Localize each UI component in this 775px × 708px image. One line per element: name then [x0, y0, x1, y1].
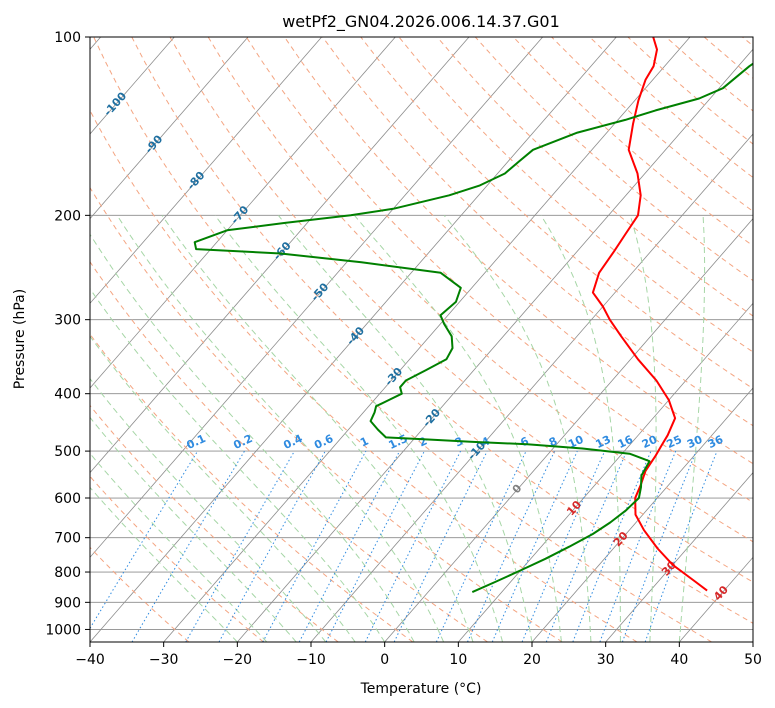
y-tick-label: 500	[54, 444, 81, 460]
moist-adiabat-line	[354, 214, 562, 642]
mixing-ratio-label: 20	[640, 433, 660, 451]
dry-adiabat-line	[90, 109, 638, 642]
moist-adiabat-line	[214, 215, 503, 642]
mixing-ratio-line	[262, 450, 367, 642]
mixing-ratio-line	[364, 450, 462, 642]
dry-adiabat-line	[90, 475, 264, 642]
moist-adiabat-line	[540, 215, 621, 642]
isotherm-lines	[90, 37, 753, 642]
mixing-ratio-lines	[90, 450, 718, 642]
mixing-ratio-line	[298, 450, 401, 642]
moist-adiabat-line	[90, 452, 268, 642]
mixing-ratio-line	[621, 450, 697, 642]
isotherm-line	[605, 472, 753, 642]
isotherm-line	[90, 37, 543, 558]
temperature-profile-line	[591, 37, 708, 592]
x-tick-label: −20	[223, 652, 253, 668]
x-tick-label: −40	[75, 652, 105, 668]
y-tick-label: 600	[54, 491, 81, 507]
y-tick-label: 300	[54, 313, 81, 329]
dry-adiabat-line	[93, 37, 712, 642]
mixing-ratio-line	[545, 450, 628, 642]
isotherm-line	[90, 37, 617, 642]
y-tick-label: 900	[54, 595, 81, 611]
mixing-ratio-label: 13	[594, 433, 613, 451]
dry-adiabat-lines	[90, 37, 753, 642]
mixing-ratio-label: 36	[706, 433, 726, 451]
y-tick-label: 700	[54, 531, 81, 547]
y-axis-label: Pressure (hPa)	[12, 289, 28, 389]
mixing-ratio-label: 30	[685, 433, 705, 451]
moist-adiabat-line	[90, 287, 386, 642]
y-tick-label: 800	[54, 565, 81, 581]
x-axis-ticks: −40 −30 −20 −10 0 10 20 30 40 50	[75, 642, 762, 668]
mixing-ratio-line	[90, 450, 199, 630]
isotherm-line	[90, 37, 470, 474]
dry-adiabat-line	[90, 260, 488, 642]
dry-adiabat-line	[90, 333, 414, 642]
dry-adiabat-line	[398, 37, 753, 353]
moist-adiabat-line	[161, 215, 474, 642]
dry-adiabat-line	[284, 37, 753, 465]
x-tick-label: 0	[380, 652, 389, 668]
profile-series	[193, 37, 753, 594]
isotherm-line	[237, 48, 753, 642]
isotherm-line	[90, 37, 249, 220]
dewpoint-profile-line	[193, 62, 753, 594]
y-tick-label: 1000	[45, 622, 81, 638]
x-tick-label: 10	[449, 652, 467, 668]
moist-adiabat-line	[629, 215, 657, 642]
x-tick-label: 20	[523, 652, 541, 668]
y-tick-label: 400	[54, 387, 81, 403]
isotherm-line	[90, 37, 396, 389]
x-tick-label: 40	[670, 652, 688, 668]
dry-adiabat-line	[169, 37, 753, 583]
moist-adiabat-line	[678, 215, 706, 642]
dry-adiabat-line	[131, 37, 753, 624]
moist-adiabat-line	[90, 416, 297, 642]
moist-adiabat-line	[90, 486, 238, 642]
x-tick-label: 50	[744, 652, 762, 668]
mixing-ratio-line	[491, 450, 578, 642]
mixing-ratio-line	[572, 450, 652, 642]
mixing-ratio-line	[599, 450, 677, 642]
isotherm-line	[531, 387, 753, 642]
mixing-ratio-line	[218, 450, 326, 642]
x-tick-label: 30	[597, 652, 615, 668]
isotherm-line	[163, 37, 691, 642]
dry-adiabat-line	[90, 186, 563, 642]
mixing-ratio-label: 10	[566, 433, 586, 451]
x-tick-label: −30	[149, 652, 179, 668]
mixing-ratio-label: 25	[665, 433, 684, 451]
moist-adiabat-line	[116, 215, 445, 642]
y-tick-label: 100	[54, 30, 81, 46]
isotherm-line	[90, 37, 322, 304]
moist-adiabat-line	[277, 214, 533, 642]
mixing-ratio-line	[521, 450, 606, 642]
plot-frame	[89, 36, 754, 643]
moist-adiabat-line	[90, 377, 327, 642]
y-tick-label: 200	[54, 208, 81, 224]
dry-adiabat-line	[90, 404, 339, 642]
x-axis-label: Temperature (°C)	[360, 681, 482, 697]
moist-adiabat-line	[90, 233, 415, 642]
moist-adiabat-lines	[90, 214, 706, 642]
mixing-ratio-label: 16	[616, 433, 636, 451]
y-axis-ticks: 1000 900 800 700 600 500 400 300 200 100	[45, 30, 90, 638]
moist-adiabat-line	[90, 335, 356, 642]
isotherm-line	[384, 218, 753, 642]
mixing-ratio-line	[644, 450, 718, 642]
chart-title: wetPf2_GN04.2026.006.14.37.G01	[282, 12, 560, 32]
x-tick-label: −10	[296, 652, 326, 668]
